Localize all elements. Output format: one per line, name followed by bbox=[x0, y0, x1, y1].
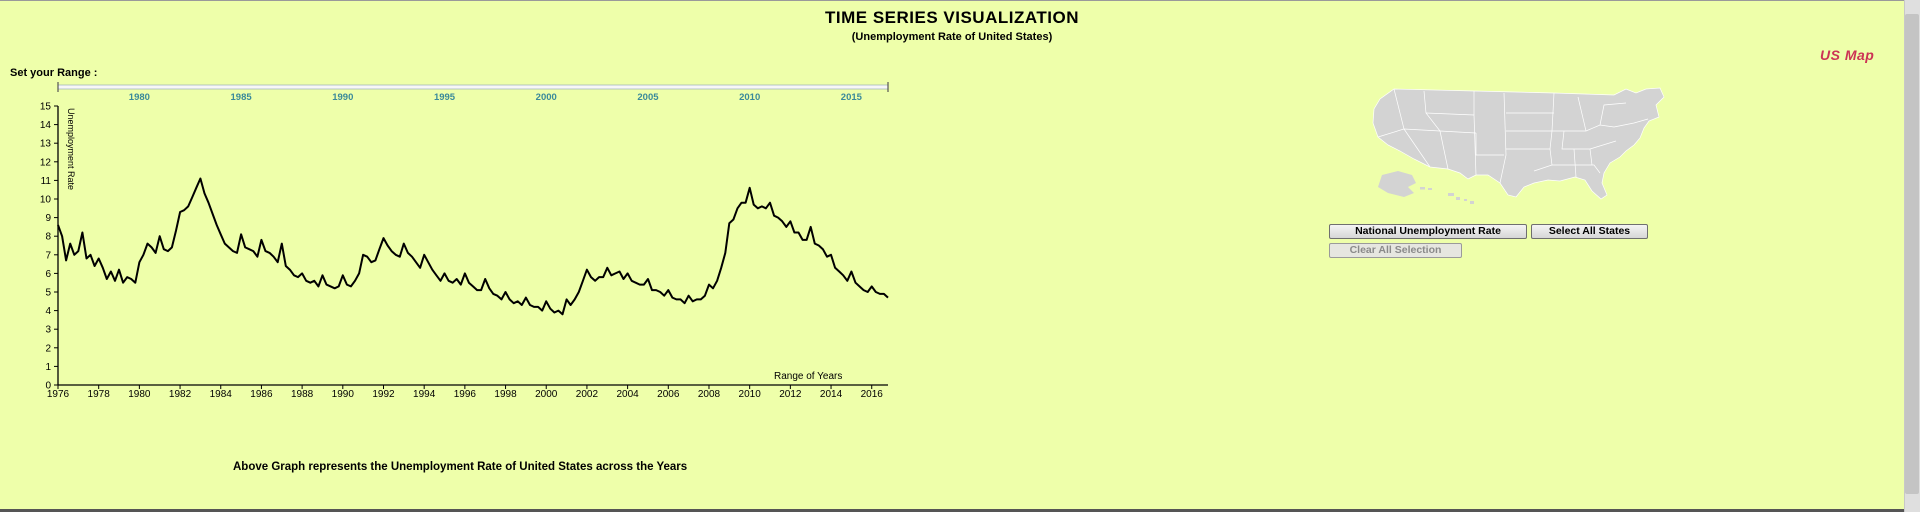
page-subtitle: (Unemployment Rate of United States) bbox=[851, 31, 1053, 43]
x-tick-label: 1998 bbox=[494, 389, 517, 400]
brush-tick-label: 2010 bbox=[739, 92, 760, 103]
y-tick-label: 8 bbox=[45, 232, 51, 243]
x-tick-label: 2014 bbox=[820, 389, 843, 400]
select-all-states-button[interactable]: Select All States bbox=[1531, 224, 1648, 239]
y-axis-label: Unemployment Rate bbox=[66, 108, 76, 190]
x-tick-label: 2002 bbox=[576, 389, 599, 400]
top-border bbox=[0, 0, 1904, 1]
y-tick-label: 10 bbox=[40, 195, 52, 206]
unemployment-chart: 1980 1985 1990 1995 2000 2005 2010 2015 0123456… bbox=[40, 82, 889, 401]
x-tick-label: 1978 bbox=[88, 389, 111, 400]
brush-track bbox=[57, 84, 889, 90]
x-axis-label: Range of Years bbox=[774, 371, 842, 382]
x-tick-label: 1982 bbox=[169, 389, 192, 400]
y-tick-label: 7 bbox=[45, 250, 51, 261]
chart-axes bbox=[57, 106, 888, 386]
y-tick-label: 5 bbox=[45, 288, 51, 299]
clear-all-selection-button[interactable]: Clear All Selection bbox=[1329, 243, 1462, 258]
brush-tick-label: 2015 bbox=[841, 92, 863, 103]
y-tick-label: 9 bbox=[45, 213, 51, 224]
y-tick-label: 12 bbox=[40, 157, 52, 168]
range-label: Set your Range : bbox=[10, 67, 98, 79]
brush-tick-label: 1990 bbox=[332, 92, 353, 103]
brush-tick-label: 1985 bbox=[231, 92, 253, 103]
chart-caption: Above Graph represents the Unemployment … bbox=[233, 461, 688, 473]
brush-tick-label: 2000 bbox=[536, 92, 557, 103]
x-tick-label: 1976 bbox=[47, 389, 70, 400]
x-tick-label: 2010 bbox=[739, 389, 762, 400]
y-tick-label: 2 bbox=[45, 343, 51, 354]
y-tick-label: 6 bbox=[45, 269, 51, 280]
x-tick-label: 1988 bbox=[291, 389, 314, 400]
x-tick-label: 2006 bbox=[657, 389, 680, 400]
us-map[interactable] bbox=[1364, 83, 1714, 208]
alaska-hawaii[interactable] bbox=[1378, 171, 1474, 204]
brush-tick-label: 1995 bbox=[434, 92, 456, 103]
y-tick-label: 13 bbox=[40, 139, 52, 150]
x-tick-label: 2000 bbox=[535, 389, 558, 400]
x-tick-label: 1986 bbox=[250, 389, 273, 400]
y-tick-label: 15 bbox=[40, 102, 52, 113]
range-brush[interactable]: 1980 1985 1990 1995 2000 2005 2010 2015 bbox=[57, 82, 889, 103]
y-tick-label: 3 bbox=[45, 325, 51, 336]
brush-tick-label: 2005 bbox=[637, 92, 659, 103]
brush-tick-label: 1980 bbox=[129, 92, 150, 103]
x-tick-label: 1990 bbox=[332, 389, 355, 400]
y-tick-label: 11 bbox=[41, 176, 52, 187]
contiguous-us-states[interactable] bbox=[1372, 87, 1665, 200]
x-tick-label: 2012 bbox=[779, 389, 802, 400]
x-tick-label: 1992 bbox=[372, 389, 395, 400]
x-tick-label: 1984 bbox=[210, 389, 233, 400]
x-tick-label: 2016 bbox=[861, 389, 884, 400]
x-tick-label: 1996 bbox=[454, 389, 477, 400]
y-tick-label: 14 bbox=[40, 120, 52, 131]
us-map-link[interactable]: US Map bbox=[1820, 47, 1875, 63]
x-tick-label: 1980 bbox=[128, 389, 151, 400]
x-tick-label: 1994 bbox=[413, 389, 436, 400]
scrollbar-thumb[interactable] bbox=[1905, 14, 1919, 494]
national-unemployment-button[interactable]: National Unemployment Rate bbox=[1329, 224, 1527, 239]
y-tick-label: 0 bbox=[45, 381, 51, 392]
unemployment-line bbox=[57, 177, 889, 316]
x-tick-label: 2008 bbox=[698, 389, 721, 400]
page-title: TIME SERIES VISUALIZATION bbox=[825, 8, 1079, 27]
bottom-border bbox=[0, 509, 1904, 512]
x-tick-label: 2004 bbox=[616, 389, 639, 400]
y-tick-label: 1 bbox=[45, 362, 51, 373]
y-tick-label: 4 bbox=[45, 306, 51, 317]
